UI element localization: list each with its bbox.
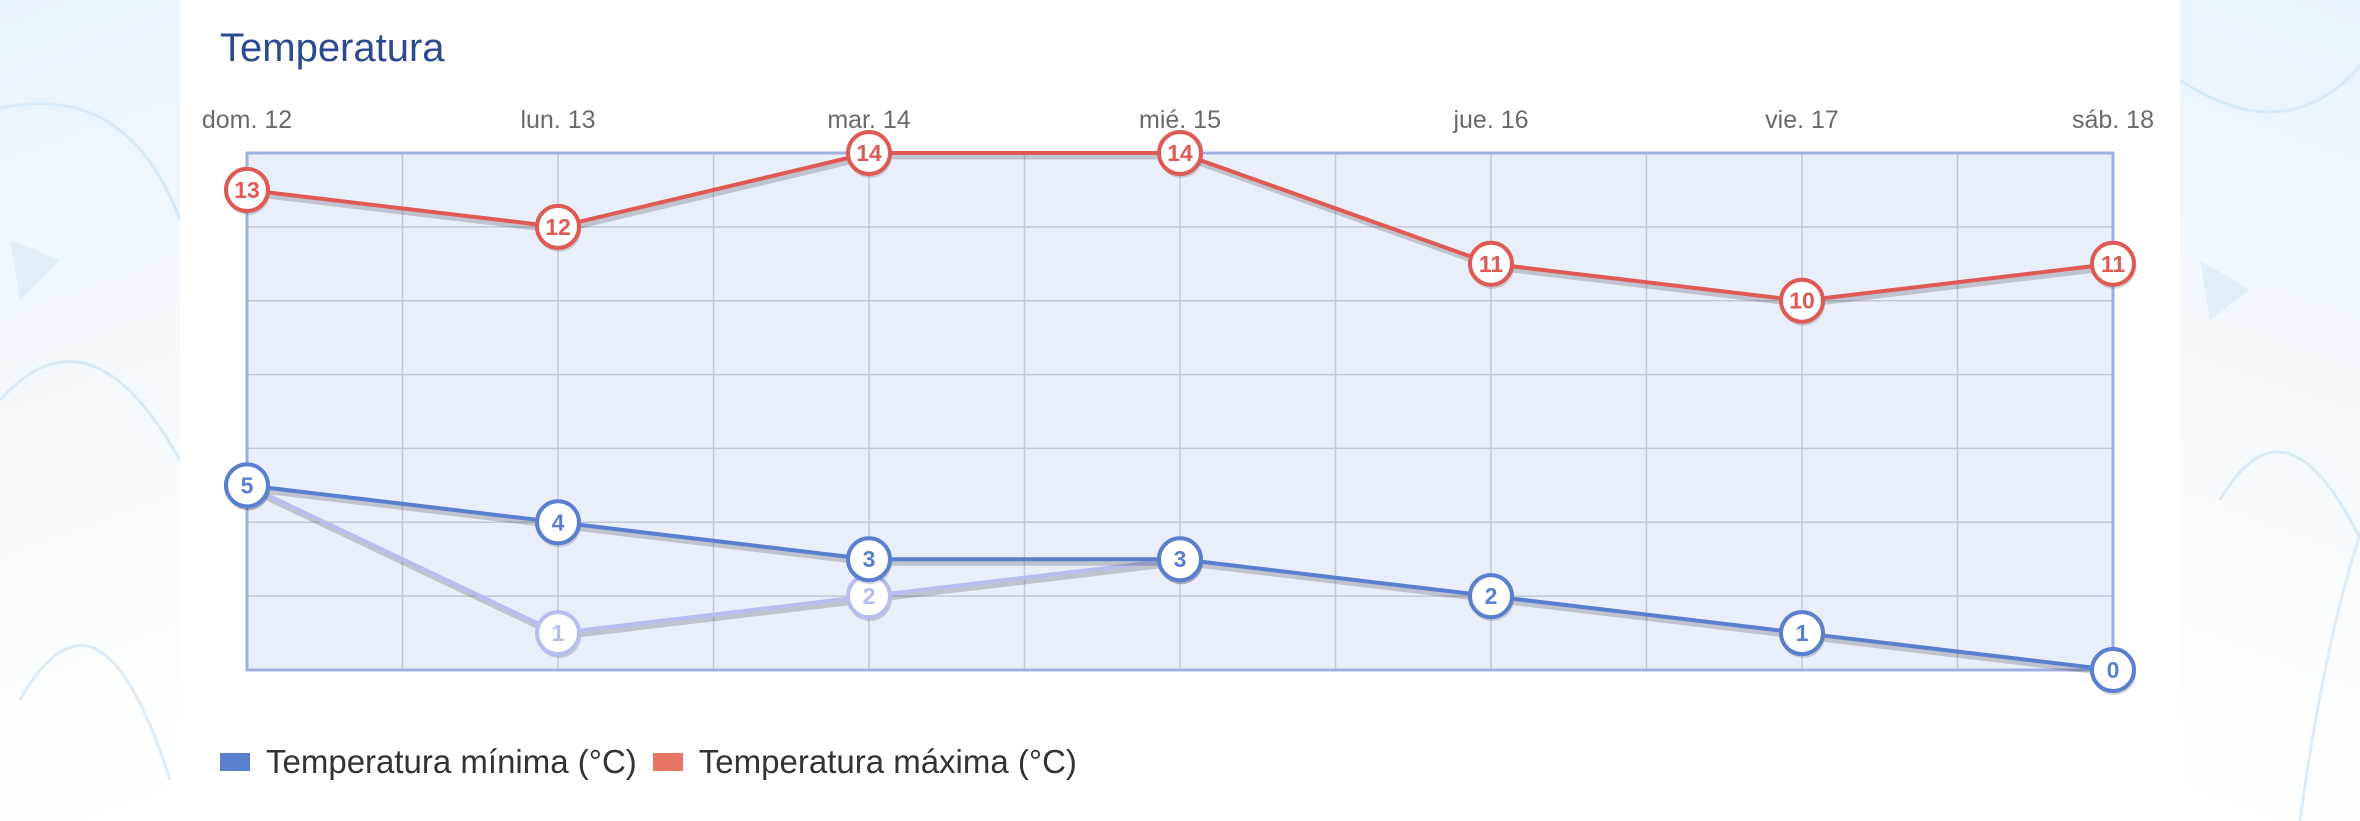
- background-pattern-right: [2180, 63, 2360, 821]
- data-point: [535, 610, 581, 657]
- chart-title: Temperatura: [220, 26, 445, 70]
- legend-swatch-max: [652, 753, 683, 771]
- data-label: 12: [545, 214, 571, 240]
- data-label: 4: [552, 509, 565, 535]
- data-point: [846, 536, 892, 583]
- data-label: 10: [1789, 288, 1815, 314]
- series-line-shadow: [247, 487, 1183, 640]
- data-point: [1779, 610, 1825, 657]
- data-point: [2090, 647, 2136, 693]
- data-point: [1468, 240, 1514, 287]
- data-point: [224, 462, 270, 509]
- background-pattern-left: [0, 102, 180, 781]
- data-point: [535, 203, 581, 250]
- x-tick-label: vie. 17: [1765, 106, 1839, 134]
- data-point: [1157, 130, 1203, 176]
- data-point: [2090, 240, 2136, 287]
- x-tick-label: mar. 14: [827, 106, 910, 134]
- chart-legend: Temperatura mínima (°C) Temperatura máxi…: [220, 740, 1093, 784]
- series-line: [246, 483, 1181, 636]
- data-label: 13: [234, 177, 260, 203]
- data-point: [1157, 536, 1203, 583]
- legend-swatch-min: [220, 753, 250, 771]
- x-tick-label: sáb. 18: [2072, 106, 2154, 134]
- data-label: 1: [552, 620, 565, 646]
- x-tick-label: dom. 12: [202, 106, 292, 134]
- data-label: 11: [2101, 251, 2126, 277]
- x-tick-label: mié. 15: [1139, 106, 1221, 134]
- background-left: [0, 0, 180, 821]
- data-label: 11: [1479, 251, 1504, 277]
- x-tick-label: lun. 13: [520, 106, 595, 134]
- data-label: 1: [1796, 620, 1809, 646]
- data-point: [1779, 277, 1825, 324]
- data-label: 3: [863, 546, 876, 572]
- data-label: 2: [1485, 583, 1498, 609]
- legend-label-min: Temperatura mínima (°C): [266, 743, 637, 780]
- data-label: 2: [863, 583, 876, 609]
- data-point: [1468, 573, 1514, 620]
- data-label: 5: [241, 472, 254, 498]
- legend-label-max: Temperatura máxima (°C): [698, 743, 1077, 780]
- data-point: [224, 166, 270, 213]
- data-label: 0: [2107, 657, 2120, 683]
- data-label: 14: [856, 140, 882, 166]
- data-label: 14: [1167, 140, 1193, 166]
- data-point: [535, 499, 581, 546]
- legend-item-min[interactable]: Temperatura mínima (°C): [220, 743, 637, 781]
- background-right: [2180, 0, 2360, 821]
- data-label: 3: [1174, 546, 1187, 572]
- x-tick-label: jue. 16: [1452, 106, 1528, 134]
- legend-item-max[interactable]: Temperatura máxima (°C): [652, 743, 1077, 781]
- data-point: [846, 130, 892, 176]
